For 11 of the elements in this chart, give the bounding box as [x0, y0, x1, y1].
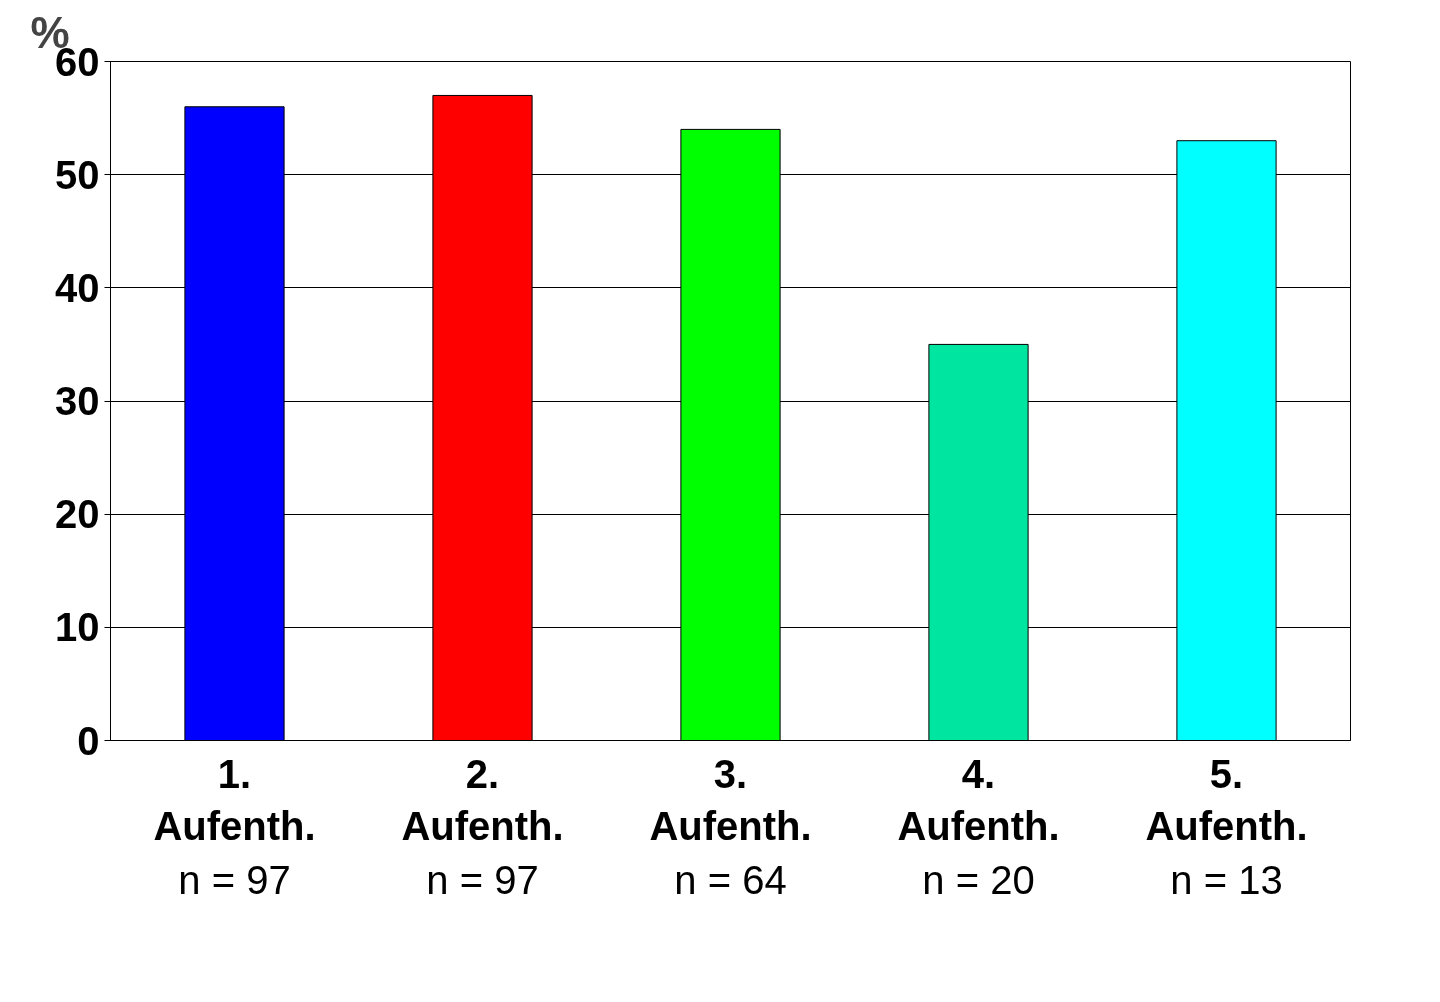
y-tick-label: 30 [55, 379, 100, 423]
category-label: 2. Aufenth. n = 97 [401, 751, 564, 902]
category-label: 4. Aufenth. n = 20 [897, 751, 1060, 902]
y-tick-label: 40 [55, 265, 100, 310]
y-tick-label: 50 [55, 152, 100, 197]
category-label: 5. Aufenth. n = 13 [1145, 751, 1308, 902]
y-tick-label: 10 [55, 605, 100, 650]
category-label: 3. Aufenth. n = 64 [649, 751, 812, 902]
y-tick-label: 0 [77, 718, 100, 763]
category-label: 1. Aufenth. n = 97 [153, 751, 316, 902]
y-tick-label: 20 [55, 492, 100, 537]
